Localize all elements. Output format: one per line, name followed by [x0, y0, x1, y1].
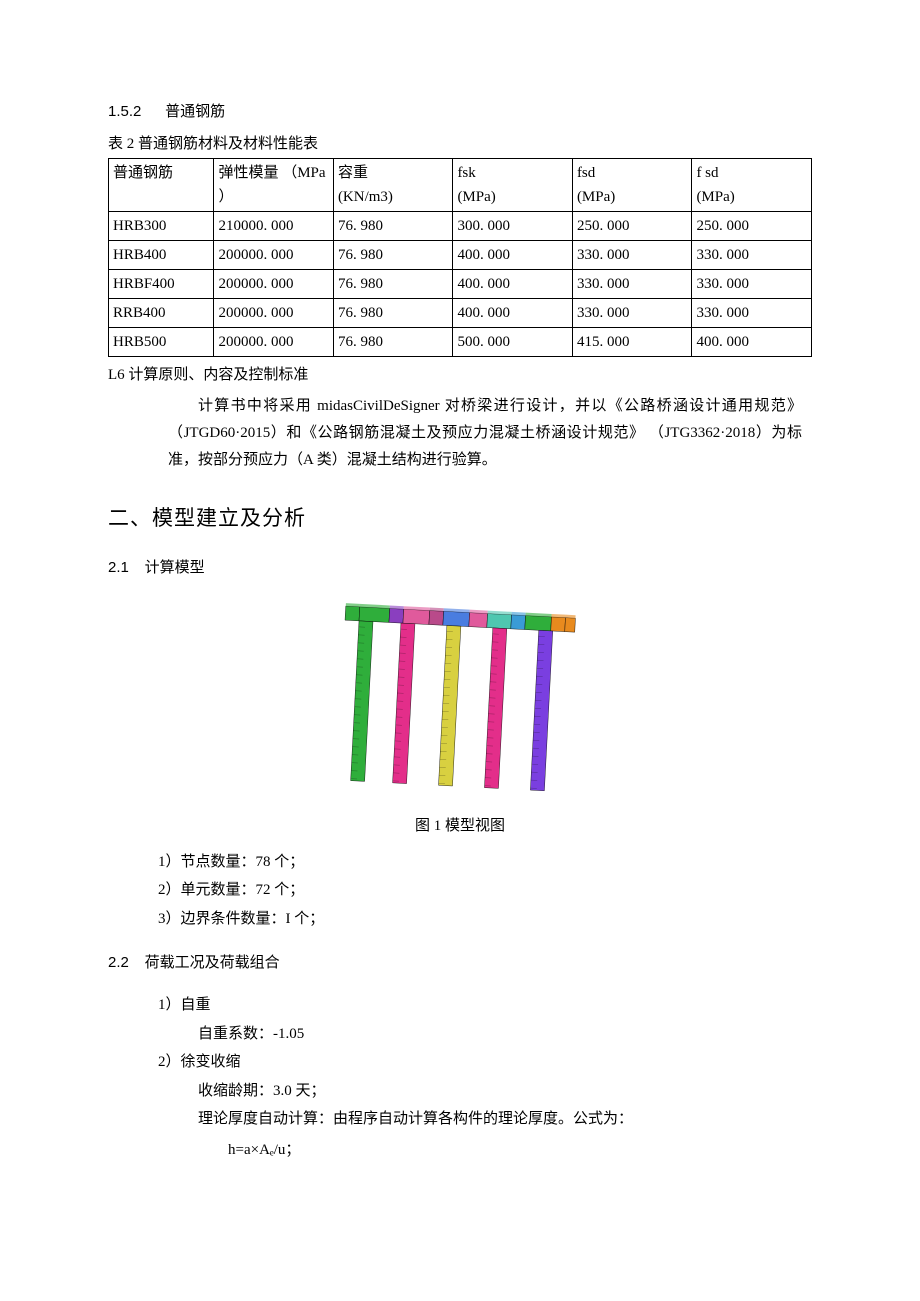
subsection-2-1-title: 计算模型: [145, 560, 205, 576]
load-selfweight: 1）自重: [108, 991, 812, 1020]
th-fsk-top: fsk: [453, 159, 573, 186]
table-row: RRB400200000. 00076. 980400. 000330. 000…: [109, 299, 812, 328]
table-cell: 330. 000: [692, 241, 812, 270]
l6-paragraph: 计算书中将采用 midasCivilDeSigner 对桥梁进行设计，并以《公路…: [108, 393, 812, 474]
section-2-heading: 二、模型建立及分析: [108, 502, 812, 536]
model-counts-list: 1）节点数量：78 个； 2）单元数量：72 个； 3）边界条件数量：I 个；: [108, 848, 812, 934]
th-fsd2-bot: (MPa): [692, 185, 812, 212]
th-modulus-bot: ）: [214, 185, 334, 212]
subsection-number: 1.5.2: [108, 100, 141, 124]
table-title: 表 2 普通钢筋材料及材料性能表: [108, 132, 812, 156]
table-cell: 76. 980: [333, 328, 453, 357]
table-cell: 200000. 000: [214, 299, 334, 328]
table-cell: 210000. 000: [214, 212, 334, 241]
subsection-2-1-num: 2.1: [108, 559, 129, 576]
table-cell: 400. 000: [453, 241, 573, 270]
table-row: HRBF400200000. 00076. 980400. 000330. 00…: [109, 270, 812, 299]
table-cell: 250. 000: [692, 212, 812, 241]
table-cell: 400. 000: [453, 270, 573, 299]
table-cell: HRB500: [109, 328, 214, 357]
table-header-row-top: 普通钢筋 弹性模量 （MPa 容重 fsk fsd f sd: [109, 159, 812, 186]
table-cell: 200000. 000: [214, 241, 334, 270]
th-fsk-bot: (MPa): [453, 185, 573, 212]
thickness-formula: h=a×Aₑ/u；: [108, 1136, 812, 1165]
th-fsd-top: fsd: [572, 159, 692, 186]
model-diagram-svg: [335, 600, 585, 800]
count-nodes: 1）节点数量：78 个；: [158, 848, 812, 877]
table-cell: RRB400: [109, 299, 214, 328]
table-cell: 76. 980: [333, 241, 453, 270]
rebar-material-table: 普通钢筋 弹性模量 （MPa 容重 fsk fsd f sd ） (KN/m3)…: [108, 158, 812, 357]
subsection-2-2-num: 2.2: [108, 954, 129, 971]
th-density-top: 容重: [333, 159, 453, 186]
table-cell: 400. 000: [453, 299, 573, 328]
th-density-bot: (KN/m3): [333, 185, 453, 212]
table-cell: HRB400: [109, 241, 214, 270]
table-cell: 330. 000: [692, 299, 812, 328]
table-cell: 76. 980: [333, 212, 453, 241]
th-modulus-top: 弹性模量 （MPa: [214, 159, 334, 186]
model-figure: [108, 600, 812, 808]
table-cell: 200000. 000: [214, 270, 334, 299]
table-cell: 200000. 000: [214, 328, 334, 357]
subsection-2-1: 2.1 计算模型: [108, 556, 812, 580]
count-elements: 2）单元数量：72 个；: [158, 876, 812, 905]
load-thickness-auto: 理论厚度自动计算：由程序自动计算各构件的理论厚度。公式为：: [108, 1105, 812, 1134]
table-row: HRB500200000. 00076. 980500. 000415. 000…: [109, 328, 812, 357]
table-cell: 330. 000: [572, 241, 692, 270]
th-fsd-bot: (MPa): [572, 185, 692, 212]
table-row: HRB300210000. 00076. 980300. 000250. 000…: [109, 212, 812, 241]
subsection-heading: 1.5.2 普通钢筋: [108, 100, 812, 124]
table-row: HRB400200000. 00076. 980400. 000330. 000…: [109, 241, 812, 270]
load-selfweight-coef: 自重系数：-1.05: [108, 1020, 812, 1049]
table-cell: HRB300: [109, 212, 214, 241]
table-cell: 330. 000: [572, 270, 692, 299]
table-cell: 500. 000: [453, 328, 573, 357]
table-cell: 415. 000: [572, 328, 692, 357]
th-fsd2-top: f sd: [692, 159, 812, 186]
table-cell: 330. 000: [692, 270, 812, 299]
table-cell: 400. 000: [692, 328, 812, 357]
subsection-2-2-title: 荷载工况及荷载组合: [145, 955, 280, 971]
subsection-2-2: 2.2 荷载工况及荷载组合: [108, 951, 812, 975]
th-name: 普通钢筋: [109, 159, 214, 212]
figure-caption: 图 1 模型视图: [108, 814, 812, 838]
table-cell: 330. 000: [572, 299, 692, 328]
table-cell: 250. 000: [572, 212, 692, 241]
table-cell: 76. 980: [333, 270, 453, 299]
loads-block: 1）自重 自重系数：-1.05 2）徐变收缩 收缩龄期：3.0 天； 理论厚度自…: [108, 991, 812, 1164]
l6-heading: L6 计算原则、内容及控制标准: [108, 363, 812, 387]
load-creep: 2）徐变收缩: [108, 1048, 812, 1077]
subsection-title: 普通钢筋: [165, 104, 225, 120]
table-cell: 76. 980: [333, 299, 453, 328]
table-cell: HRBF400: [109, 270, 214, 299]
table-cell: 300. 000: [453, 212, 573, 241]
count-bc: 3）边界条件数量：I 个；: [158, 905, 812, 934]
table-header-row-bot: ） (KN/m3) (MPa) (MPa) (MPa): [109, 185, 812, 212]
load-shrink-age: 收缩龄期：3.0 天；: [108, 1077, 812, 1106]
